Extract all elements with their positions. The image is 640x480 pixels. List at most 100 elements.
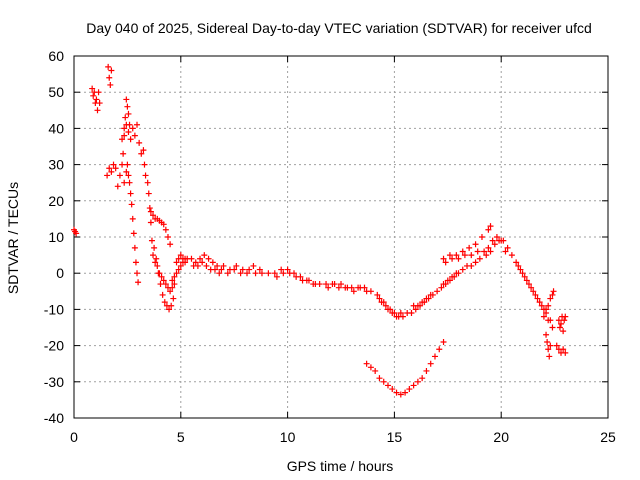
- data-point: [150, 252, 157, 259]
- data-point: [201, 252, 208, 259]
- y-tick-label: -40: [44, 410, 64, 426]
- data-point: [550, 288, 557, 295]
- data-point: [167, 241, 174, 248]
- data-point: [146, 205, 153, 212]
- data-point: [331, 281, 338, 288]
- data-point: [549, 324, 556, 331]
- data-point: [513, 259, 520, 266]
- data-point: [175, 266, 182, 273]
- data-point: [384, 306, 391, 313]
- data-point: [312, 281, 319, 288]
- data-point: [114, 183, 121, 190]
- data-point: [350, 288, 357, 295]
- data-point: [478, 234, 485, 240]
- data-point: [127, 190, 134, 197]
- data-point: [525, 281, 532, 288]
- data-point: [171, 281, 178, 288]
- data-point: [408, 310, 415, 317]
- data-point: [150, 212, 157, 219]
- data-point: [487, 223, 494, 230]
- data-point: [468, 252, 475, 259]
- data-point: [491, 241, 498, 248]
- data-point: [374, 291, 381, 298]
- data-point: [508, 252, 515, 259]
- data-point: [389, 310, 396, 317]
- data-point: [461, 252, 468, 259]
- grid: [74, 56, 608, 418]
- data-point: [177, 252, 184, 259]
- data-point: [95, 89, 102, 96]
- data-point: [468, 262, 475, 269]
- data-point: [440, 338, 447, 345]
- data-point: [108, 67, 115, 74]
- data-point: [376, 295, 383, 302]
- y-axis-label: SDTVAR / TECUs: [5, 182, 21, 294]
- data-point: [440, 255, 447, 262]
- data-point: [141, 161, 148, 168]
- data-point: [119, 161, 126, 168]
- x-tick-label: 15: [387, 429, 403, 445]
- data-point: [120, 150, 127, 157]
- data-point: [123, 121, 130, 128]
- x-tick-label: 5: [177, 429, 185, 445]
- y-tick-label: 30: [48, 157, 64, 173]
- data-point: [538, 302, 545, 309]
- data-point: [472, 241, 479, 248]
- data-point: [325, 284, 332, 291]
- data-point: [474, 248, 481, 255]
- data-point: [271, 270, 278, 277]
- data-point: [419, 375, 426, 382]
- data-point: [130, 230, 137, 237]
- data-point: [173, 259, 180, 266]
- data-point: [389, 386, 396, 393]
- data-point: [286, 270, 293, 277]
- data-point: [244, 270, 251, 277]
- data-point: [246, 266, 253, 273]
- data-point: [553, 342, 560, 349]
- data-point: [211, 266, 218, 273]
- data-point: [250, 262, 257, 269]
- data-point: [485, 244, 492, 251]
- data-point: [436, 346, 443, 353]
- data-point: [380, 378, 387, 385]
- data-point: [169, 277, 176, 284]
- data-point: [132, 259, 139, 266]
- data-point: [116, 172, 123, 179]
- data-point: [549, 291, 556, 298]
- data-point: [159, 291, 166, 298]
- data-point: [179, 255, 186, 262]
- data-point: [504, 244, 511, 251]
- data-point: [218, 266, 225, 273]
- data-point: [393, 389, 400, 396]
- data-point: [532, 291, 539, 298]
- data-point: [545, 302, 552, 309]
- data-point: [125, 129, 132, 136]
- data-point: [423, 295, 430, 302]
- data-point: [498, 237, 505, 244]
- data-point: [442, 259, 449, 266]
- data-point: [397, 310, 404, 317]
- data-point: [158, 273, 165, 280]
- data-point: [278, 266, 285, 273]
- data-point: [338, 281, 344, 288]
- data-point: [104, 172, 111, 179]
- data-point: [414, 378, 421, 385]
- data-point: [384, 382, 391, 389]
- data-point: [125, 110, 132, 117]
- data-point: [147, 219, 154, 226]
- data-point: [73, 230, 80, 237]
- data-point: [239, 266, 246, 273]
- axis-ticks: [73, 55, 609, 419]
- data-point: [547, 295, 554, 302]
- data-point: [412, 306, 419, 313]
- data-point: [280, 270, 287, 277]
- data-point: [305, 277, 312, 284]
- data-point: [545, 346, 552, 353]
- data-point: [135, 279, 142, 286]
- data-point: [544, 338, 551, 345]
- data-point: [502, 248, 509, 255]
- data-point: [161, 299, 168, 306]
- data-point: [419, 299, 426, 306]
- data-point: [160, 277, 167, 284]
- data-point: [177, 262, 184, 269]
